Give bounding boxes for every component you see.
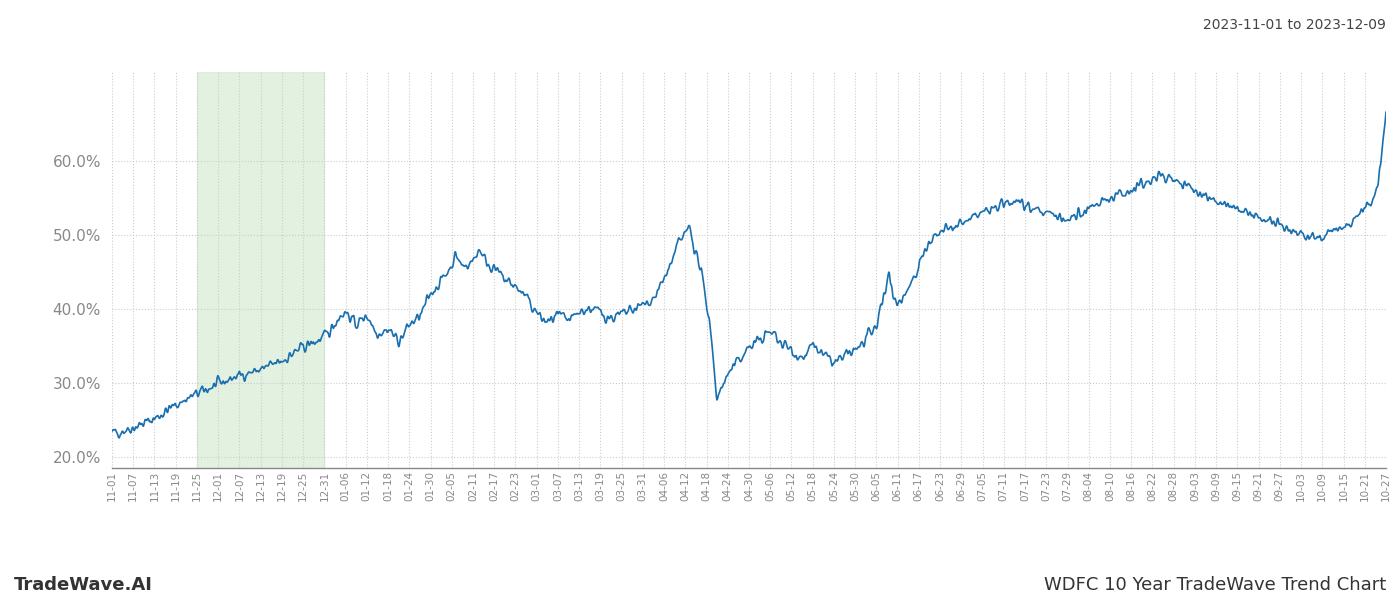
Text: WDFC 10 Year TradeWave Trend Chart: WDFC 10 Year TradeWave Trend Chart	[1044, 576, 1386, 594]
Bar	[197, 72, 325, 468]
Text: TradeWave.AI: TradeWave.AI	[14, 576, 153, 594]
Text: 2023-11-01 to 2023-12-09: 2023-11-01 to 2023-12-09	[1203, 18, 1386, 32]
